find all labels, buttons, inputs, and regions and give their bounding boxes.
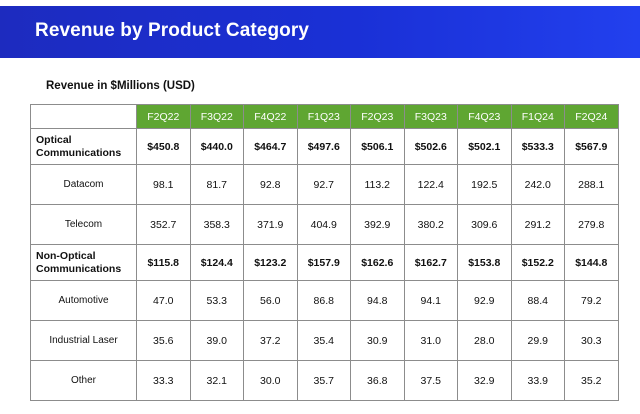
page-title: Revenue by Product Category — [35, 20, 310, 41]
table-cell: 371.9 — [243, 204, 298, 245]
column-header: F2Q22 — [136, 104, 191, 129]
table-cell: 122.4 — [403, 164, 458, 205]
table-cell: $153.8 — [457, 244, 512, 281]
table-cell: 30.3 — [564, 320, 619, 361]
table-cell: 404.9 — [296, 204, 351, 245]
table-cell: 81.7 — [189, 164, 244, 205]
row-label: Non-Optical Communications — [30, 244, 137, 281]
table-cell: 28.0 — [457, 320, 512, 361]
table-cell: 192.5 — [457, 164, 512, 205]
table-cell: 279.8 — [564, 204, 619, 245]
row-label-line: Non-Optical — [36, 249, 96, 262]
table-cell: 392.9 — [350, 204, 405, 245]
header-row: F2Q22 F3Q22 F4Q22 F1Q23 F2Q23 F3Q23 F4Q2… — [30, 104, 619, 129]
table-cell: $506.1 — [350, 128, 405, 165]
column-header: F2Q23 — [350, 104, 405, 129]
table-cell: 35.4 — [296, 320, 351, 361]
table-cell: 352.7 — [136, 204, 191, 245]
table-cell: 32.1 — [189, 360, 244, 401]
table-cell: 92.8 — [243, 164, 298, 205]
table-cell: 37.5 — [403, 360, 458, 401]
row-label-line: Communications — [36, 146, 122, 159]
column-header: F4Q22 — [243, 104, 298, 129]
header-corner-cell — [30, 104, 137, 129]
table-cell: $115.8 — [136, 244, 191, 281]
table-row-automotive: Automotive 47.0 53.3 56.0 86.8 94.8 94.1… — [30, 280, 619, 321]
column-header: F1Q24 — [510, 104, 565, 129]
table-cell: 39.0 — [189, 320, 244, 361]
table-row-non-optical-communications: Non-Optical Communications $115.8 $124.4 … — [30, 244, 619, 281]
table-cell: $502.1 — [457, 128, 512, 165]
table-cell: $450.8 — [136, 128, 191, 165]
column-header: F3Q22 — [189, 104, 244, 129]
table-cell: $162.7 — [403, 244, 458, 281]
table-cell: $144.8 — [564, 244, 619, 281]
row-label: Telecom — [30, 204, 137, 245]
table-cell: $497.6 — [296, 128, 351, 165]
table-cell: 35.6 — [136, 320, 191, 361]
table-cell: 309.6 — [457, 204, 512, 245]
table-cell: 35.2 — [564, 360, 619, 401]
table-row-other: Other 33.3 32.1 30.0 35.7 36.8 37.5 32.9… — [30, 360, 619, 401]
table-cell: 56.0 — [243, 280, 298, 321]
row-label: Industrial Laser — [30, 320, 137, 361]
row-label-line: Communications — [36, 262, 122, 275]
table-cell: 29.9 — [510, 320, 565, 361]
column-header: F2Q24 — [564, 104, 619, 129]
table-cell: 47.0 — [136, 280, 191, 321]
table-row-optical-communications: Optical Communications $450.8 $440.0 $464… — [30, 128, 619, 165]
row-label: Optical Communications — [30, 128, 137, 165]
row-label: Datacom — [30, 164, 137, 205]
table-cell: 35.7 — [296, 360, 351, 401]
table-cell: 98.1 — [136, 164, 191, 205]
column-header: F1Q23 — [296, 104, 351, 129]
table-cell: 92.7 — [296, 164, 351, 205]
table-cell: 86.8 — [296, 280, 351, 321]
column-header: F4Q23 — [457, 104, 512, 129]
table-cell: 32.9 — [457, 360, 512, 401]
table-row-datacom: Datacom 98.1 81.7 92.8 92.7 113.2 122.4 … — [30, 164, 619, 205]
table-cell: $533.3 — [510, 128, 565, 165]
table-cell: 30.0 — [243, 360, 298, 401]
table-cell: 37.2 — [243, 320, 298, 361]
title-banner: Revenue by Product Category — [0, 6, 640, 58]
row-label: Other — [30, 360, 137, 401]
row-label-line: Optical — [36, 133, 72, 146]
table-cell: 242.0 — [510, 164, 565, 205]
table-cell: 36.8 — [350, 360, 405, 401]
table-subtitle: Revenue in $Millions (USD) — [46, 80, 195, 92]
column-header: F3Q23 — [403, 104, 458, 129]
table-cell: 30.9 — [350, 320, 405, 361]
table-cell: $123.2 — [243, 244, 298, 281]
table-cell: 113.2 — [350, 164, 405, 205]
table-cell: $157.9 — [296, 244, 351, 281]
top-strip — [0, 0, 640, 6]
table-cell: $124.4 — [189, 244, 244, 281]
table-cell: 288.1 — [564, 164, 619, 205]
table-cell: $464.7 — [243, 128, 298, 165]
table-cell: 33.3 — [136, 360, 191, 401]
table-row-industrial-laser: Industrial Laser 35.6 39.0 37.2 35.4 30.… — [30, 320, 619, 361]
table-cell: $162.6 — [350, 244, 405, 281]
table-cell: $567.9 — [564, 128, 619, 165]
table-row-telecom: Telecom 352.7 358.3 371.9 404.9 392.9 38… — [30, 204, 619, 245]
table-cell: 88.4 — [510, 280, 565, 321]
table-cell: $440.0 — [189, 128, 244, 165]
revenue-table: F2Q22 F3Q22 F4Q22 F1Q23 F2Q23 F3Q23 F4Q2… — [30, 104, 619, 401]
table-cell: 92.9 — [457, 280, 512, 321]
table-cell: 33.9 — [510, 360, 565, 401]
table-cell: 79.2 — [564, 280, 619, 321]
table-cell: 291.2 — [510, 204, 565, 245]
table-cell: 358.3 — [189, 204, 244, 245]
row-label: Automotive — [30, 280, 137, 321]
table-cell: 53.3 — [189, 280, 244, 321]
table-cell: 94.1 — [403, 280, 458, 321]
table-cell: $152.2 — [510, 244, 565, 281]
table-cell: 380.2 — [403, 204, 458, 245]
table-cell: $502.6 — [403, 128, 458, 165]
table-cell: 31.0 — [403, 320, 458, 361]
table-cell: 94.8 — [350, 280, 405, 321]
